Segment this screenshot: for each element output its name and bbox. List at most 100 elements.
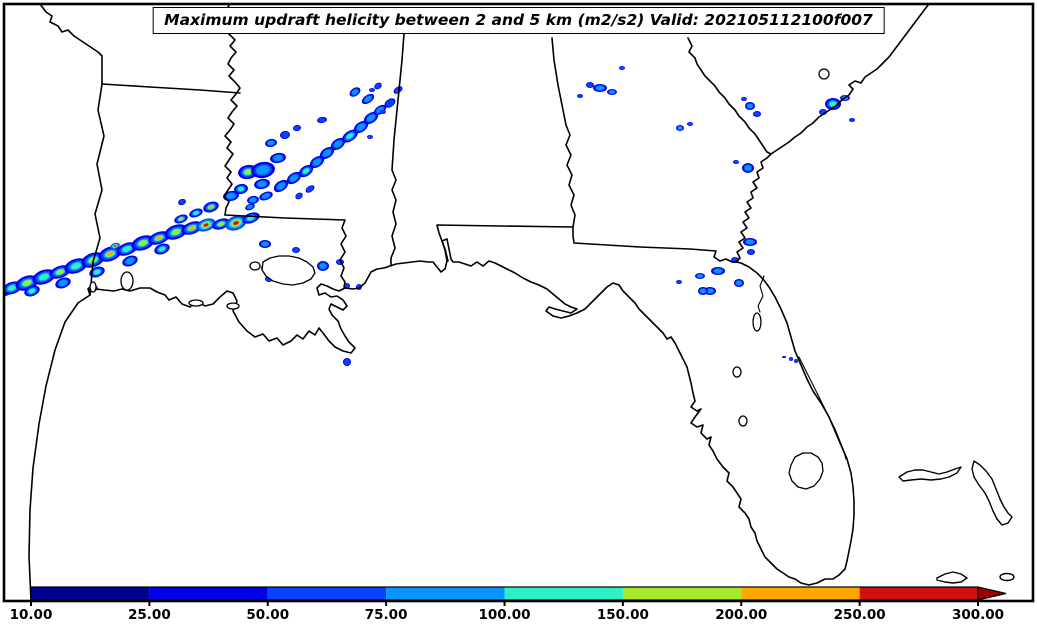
- helicity-cell: [753, 111, 761, 117]
- helicity-cell: [742, 163, 754, 173]
- helicity-contour: [209, 205, 213, 209]
- helicity-cell: [273, 179, 289, 193]
- colorbar-segment: [741, 587, 860, 600]
- helicity-contour: [256, 165, 270, 175]
- helicity-contour: [595, 85, 605, 91]
- helicity-cell: [743, 238, 757, 246]
- helicity-cell: [330, 137, 346, 151]
- helicity-cell: [148, 231, 170, 245]
- colorbar-tick-label: 75.00: [365, 607, 408, 623]
- colorbar-tick-label: 300.00: [952, 607, 1004, 623]
- coastal-island-la: [226, 302, 240, 310]
- helicity-cell: [110, 242, 120, 250]
- helicity-contour: [366, 114, 376, 122]
- lake-small-fl-1: [732, 366, 742, 378]
- helicity-contour: [745, 239, 755, 245]
- helicity-cell: [295, 192, 303, 200]
- helicity-contour: [122, 246, 132, 252]
- helicity-cell: [593, 84, 607, 92]
- helicity-contour: [125, 257, 135, 265]
- lake-george: [752, 312, 762, 332]
- helicity-contour: [713, 268, 723, 274]
- helicity-cell: [270, 152, 286, 164]
- basemap-lines: [28, 5, 930, 600]
- helicity-contour: [156, 236, 162, 240]
- marsh-island: [188, 299, 204, 307]
- state-border-ar-la: [101, 83, 241, 94]
- abaco-island: [971, 460, 1013, 526]
- helicity-contour: [747, 103, 753, 109]
- helicity-cell: [586, 82, 594, 88]
- helicity-contour: [367, 135, 373, 139]
- helicity-contour: [364, 96, 372, 102]
- helicity-contour: [58, 279, 68, 287]
- helicity-cell: [212, 218, 230, 230]
- lakes: [89, 68, 830, 490]
- lake-small-fl-2: [738, 415, 748, 427]
- helicity-cell: [259, 191, 273, 201]
- helicity-contour: [619, 66, 625, 70]
- helicity-contour: [244, 169, 252, 175]
- lake-moultrie: [818, 68, 830, 80]
- helicity-contour: [107, 252, 113, 256]
- helicity-contour: [247, 205, 253, 209]
- st-johns-river: [757, 275, 765, 313]
- helicity-contour: [333, 140, 343, 148]
- colorbar-tick-label: 25.00: [128, 607, 171, 623]
- helicity-contour: [375, 83, 381, 89]
- colorbar-tick-label: 250.00: [834, 607, 886, 623]
- helicity-contour: [676, 280, 682, 284]
- helicity-contour: [322, 149, 332, 157]
- helicity-contour: [93, 269, 101, 275]
- colorbar-segment: [504, 587, 623, 600]
- helicity-cell: [369, 88, 375, 92]
- helicity-contour: [261, 241, 269, 247]
- helicity-contour: [849, 118, 855, 122]
- helicity-contour: [747, 249, 755, 255]
- helicity-cell: [349, 87, 361, 97]
- colorbar-tick-label: 10.00: [10, 607, 53, 623]
- state-border-tx-ar: [39, 5, 103, 85]
- helicity-contour: [70, 262, 82, 270]
- helicity-contour: [312, 158, 322, 166]
- helicity-contour: [193, 211, 199, 215]
- state-border-al-fl: [436, 224, 574, 262]
- state-border-ga-fl: [572, 226, 737, 263]
- state-border-la-ms: [224, 214, 347, 288]
- colorbar-tick-label: 150.00: [597, 607, 649, 623]
- helicity-cell: [317, 261, 329, 271]
- helicity-cell: [361, 93, 375, 105]
- state-border-ga-sc: [687, 37, 772, 155]
- helicity-contour: [744, 165, 752, 171]
- helicity-cell: [203, 201, 219, 213]
- lake-okeechobee: [788, 452, 824, 490]
- helicity-cell: [292, 247, 300, 253]
- helicity-cell: [24, 285, 40, 297]
- helicity-contour: [113, 245, 117, 247]
- helicity-contour: [346, 133, 354, 139]
- helicity-cell: [711, 267, 725, 275]
- helicity-contour: [343, 358, 351, 366]
- helicity-cell: [309, 155, 325, 169]
- state-border-al-ga: [551, 37, 576, 228]
- helicity-contour: [794, 359, 798, 363]
- helicity-cell: [298, 164, 314, 178]
- colorbar-segment: [622, 587, 742, 600]
- colorbar-tick-label: 200.00: [715, 607, 767, 623]
- helicity-cell: [265, 138, 277, 148]
- helicity-cell: [698, 287, 708, 295]
- helicity-contour: [7, 285, 17, 291]
- helicity-cell: [343, 358, 351, 366]
- helicity-contour: [23, 280, 31, 286]
- helicity-contour: [218, 222, 224, 226]
- colorbar: 10.00 25.00 50.00 75.00 100.00 150.00 200.00 25…: [10, 586, 1007, 623]
- helicity-contour: [289, 174, 299, 182]
- helicity-contour: [189, 226, 195, 230]
- helicity-contour: [293, 125, 301, 131]
- state-border-mississippi-river: [223, 5, 241, 216]
- helicity-cell: [367, 135, 373, 139]
- helicity-contour: [380, 110, 386, 114]
- andros-island: [936, 571, 968, 584]
- helicity-contour: [385, 99, 395, 107]
- helicity-cell: [280, 130, 290, 140]
